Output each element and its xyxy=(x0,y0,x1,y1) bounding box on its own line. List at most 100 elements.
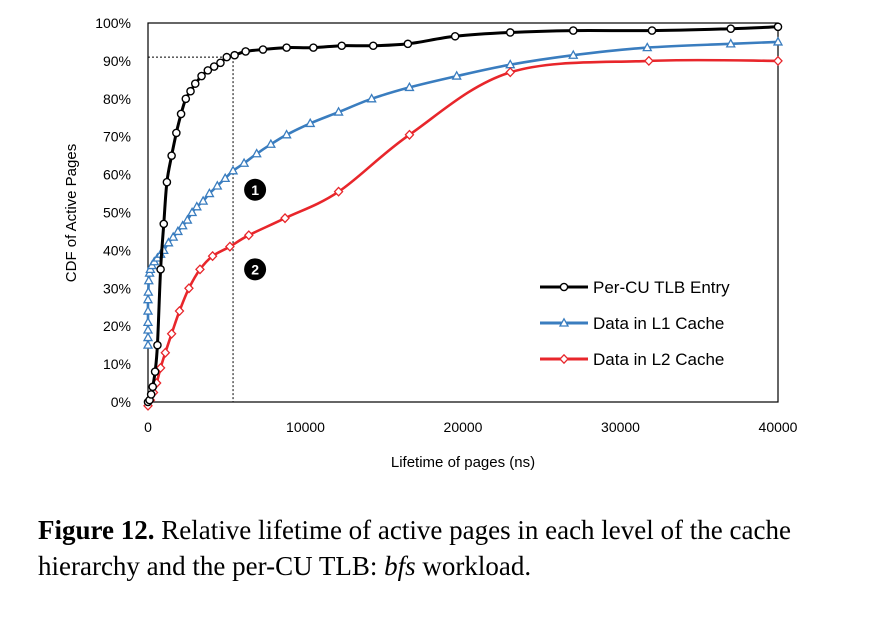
data-point xyxy=(160,347,171,358)
y-tick-label: 50% xyxy=(103,205,131,221)
legend-label: Data in L2 Cache xyxy=(593,350,724,369)
x-tick-labels: 0 10000 20000 30000 40000 xyxy=(144,419,798,435)
series-line xyxy=(146,40,779,346)
x-axis-title: Lifetime of pages (ns) xyxy=(391,454,535,471)
data-point xyxy=(451,70,462,80)
data-point xyxy=(172,128,181,138)
data-point xyxy=(191,201,202,211)
data-point xyxy=(243,230,254,241)
data-point xyxy=(142,324,154,334)
data-point xyxy=(146,390,156,399)
legend-entry: Data in L2 Cache xyxy=(540,350,724,369)
data-point xyxy=(280,213,290,224)
data-point xyxy=(174,305,185,317)
caption-label: Figure 12. xyxy=(38,515,155,545)
data-point xyxy=(281,129,292,139)
data-point xyxy=(643,55,654,67)
data-point xyxy=(773,55,783,67)
data-point xyxy=(238,157,250,167)
data-point xyxy=(159,219,169,229)
y-tick-label: 80% xyxy=(103,91,131,107)
data-point xyxy=(150,367,160,376)
legend-entry: Per-CU TLB Entry xyxy=(540,278,730,297)
annotation-marker: 2 xyxy=(244,258,267,281)
y-tick-labels: 0% 10% 20% 30% 40% 50% 60% 70% 80% 90% 100% xyxy=(95,15,131,410)
data-point xyxy=(404,81,415,92)
x-tick-label: 0 xyxy=(144,419,152,435)
data-point xyxy=(209,62,219,71)
caption-suffix: workload. xyxy=(422,551,532,581)
data-point xyxy=(251,148,262,158)
data-point xyxy=(333,106,344,116)
y-tick-label: 90% xyxy=(103,53,131,69)
data-point xyxy=(168,231,179,241)
annotations: 12 xyxy=(244,178,267,281)
data-point xyxy=(505,28,515,37)
data-point xyxy=(647,26,657,35)
x-tick-label: 40000 xyxy=(759,419,798,435)
data-point xyxy=(212,180,223,190)
legend-marker xyxy=(559,282,569,292)
data-point xyxy=(143,275,154,285)
annotation-label: 1 xyxy=(251,182,259,198)
y-tick-label: 20% xyxy=(103,318,131,334)
y-tick-label: 40% xyxy=(103,242,131,258)
data-point xyxy=(153,340,162,350)
data-point xyxy=(726,24,736,33)
data-point xyxy=(166,328,177,339)
data-point xyxy=(181,94,191,104)
data-point xyxy=(227,165,239,175)
data-point xyxy=(258,45,268,54)
figure-caption: Figure 12. Relative lifetime of active p… xyxy=(38,512,868,584)
x-tick-label: 30000 xyxy=(601,419,640,435)
data-point xyxy=(198,195,209,205)
data-point xyxy=(450,31,460,41)
data-point xyxy=(568,26,578,35)
caption-text: Relative lifetime of active pages in eac… xyxy=(38,515,791,581)
data-point xyxy=(725,38,736,48)
data-point xyxy=(568,49,579,59)
y-tick-label: 30% xyxy=(103,280,131,296)
data-point xyxy=(197,71,206,81)
legend-marker xyxy=(559,353,569,365)
caption-workload: bfs xyxy=(384,551,416,581)
x-tick-label: 20000 xyxy=(444,419,483,435)
y-axis-title: CDF of Active Pages xyxy=(63,144,80,282)
data-point xyxy=(148,382,158,392)
reference-lines xyxy=(148,56,234,402)
legend: Per-CU TLB Entry Data in L1 Cache Data in … xyxy=(540,278,730,369)
annotation-label: 2 xyxy=(251,261,259,277)
data-point xyxy=(182,214,193,224)
plot-frame xyxy=(147,22,779,403)
data-point xyxy=(195,264,205,275)
y-tick-label: 10% xyxy=(103,356,131,372)
data-point xyxy=(177,220,188,230)
data-point xyxy=(337,41,347,51)
legend-label: Per-CU TLB Entry xyxy=(593,278,730,297)
data-point xyxy=(142,294,154,304)
data-point xyxy=(186,206,198,217)
data-point xyxy=(184,283,194,294)
data-point xyxy=(142,316,154,327)
data-point xyxy=(216,58,225,68)
data-point xyxy=(222,52,232,62)
series-0 xyxy=(143,22,783,407)
series-layer xyxy=(142,22,784,411)
data-point xyxy=(204,188,215,198)
data-point xyxy=(241,47,250,56)
data-point xyxy=(176,109,186,119)
data-point xyxy=(265,138,276,148)
y-tick-label: 60% xyxy=(103,167,131,183)
data-point xyxy=(143,286,154,296)
data-point xyxy=(156,265,165,274)
data-point xyxy=(220,172,231,183)
data-point xyxy=(167,151,176,160)
data-point xyxy=(186,86,195,96)
annotation-circle xyxy=(244,258,267,281)
data-point xyxy=(230,50,239,60)
annotation-marker: 1 xyxy=(244,178,267,201)
cdf-chart: 0% 10% 20% 30% 40% 50% 60% 70% 80% 90% 100% 0 10000… xyxy=(63,15,798,471)
data-point xyxy=(172,225,184,236)
data-point xyxy=(142,332,154,342)
legend-label: Data in L1 Cache xyxy=(593,314,724,333)
